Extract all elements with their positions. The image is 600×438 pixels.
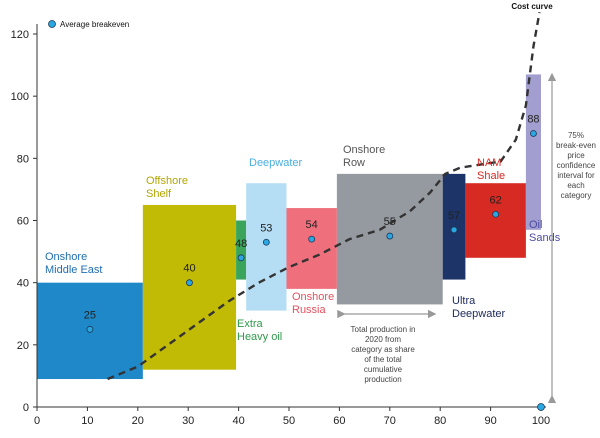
average-value-label: 55 xyxy=(384,216,396,228)
category-label: NAM xyxy=(477,157,501,169)
production-note-line: cumulative xyxy=(364,365,403,374)
x-tick-label: 90 xyxy=(484,415,496,427)
confidence-note-line: category xyxy=(561,191,592,200)
category-label: Oil xyxy=(529,219,542,231)
confidence-note-line: price xyxy=(567,151,585,160)
average-marker xyxy=(308,235,316,243)
y-tick-label: 120 xyxy=(11,29,29,41)
production-note-line: Total production in xyxy=(351,325,416,334)
confidence-note-line: break-even xyxy=(556,141,596,150)
x-tick-label: 70 xyxy=(384,415,396,427)
cost-curve: Cost curve xyxy=(107,2,553,381)
category-label: Middle East xyxy=(45,264,102,276)
confidence-note-line: interval for xyxy=(557,171,595,180)
bar-onshore-russia xyxy=(286,208,337,289)
category-label: Heavy oil xyxy=(237,331,282,343)
average-marker xyxy=(530,130,537,137)
bar-offshore-shelf xyxy=(142,204,237,370)
y-tick-label: 40 xyxy=(17,278,29,290)
category-label: Ultra xyxy=(452,295,476,307)
bar-oil-sands xyxy=(525,74,541,230)
x-tick-label: 40 xyxy=(232,415,244,427)
average-value-label: 88 xyxy=(527,113,539,125)
average-value-label: 40 xyxy=(183,263,195,275)
x-tick-label: 0 xyxy=(34,415,40,427)
category-label: Offshore xyxy=(146,175,188,187)
category-label: Onshore xyxy=(343,144,385,156)
category-label: Sands xyxy=(529,232,561,244)
legend-label: Average breakeven xyxy=(60,20,129,29)
average-marker xyxy=(262,238,270,246)
x-tick-label: 10 xyxy=(81,415,93,427)
y-tick-label: 100 xyxy=(11,91,29,103)
x-tick-label: 20 xyxy=(132,415,144,427)
y-tick-label: 0 xyxy=(23,402,29,414)
average-marker xyxy=(450,226,458,234)
confidence-note-line: 75% xyxy=(568,131,584,140)
category-label: Deepwater xyxy=(452,308,506,320)
x-tick-label: 80 xyxy=(434,415,446,427)
confidence-note-line: each xyxy=(567,181,584,190)
final-point-marker xyxy=(537,403,545,411)
average-marker xyxy=(86,325,94,333)
category-label: Russia xyxy=(292,304,327,316)
average-value-label: 62 xyxy=(490,194,502,206)
production-note-line: of the total xyxy=(364,355,402,364)
bar-extra-heavy-oil xyxy=(236,220,247,280)
production-note-line: category as share xyxy=(351,345,415,354)
y-tick-label: 20 xyxy=(17,340,29,352)
bar-deepwater xyxy=(246,183,287,311)
x-tick-label: 60 xyxy=(333,415,345,427)
category-bars xyxy=(37,74,541,380)
x-tick-label: 100 xyxy=(532,415,550,427)
category-label: Shale xyxy=(477,170,505,182)
category-label: Onshore xyxy=(292,291,334,303)
production-note-line: production xyxy=(364,375,401,384)
average-value-label: 54 xyxy=(306,219,318,231)
x-tick-label: 30 xyxy=(182,415,194,427)
average-marker xyxy=(186,279,193,287)
x-tick-label: 50 xyxy=(283,415,295,427)
category-label: Shelf xyxy=(146,188,172,200)
average-value-label: 25 xyxy=(84,309,96,321)
average-marker xyxy=(492,210,500,218)
category-label: Row xyxy=(343,157,365,169)
cost-curve-label: Cost curve xyxy=(511,2,553,11)
cost-curve-line xyxy=(107,12,541,381)
average-value-label: 53 xyxy=(260,222,272,234)
category-label: Extra xyxy=(237,318,264,330)
bar-nam-shale xyxy=(465,183,526,258)
category-label: Onshore xyxy=(45,251,87,263)
average-marker xyxy=(237,254,245,262)
average-value-label: 57 xyxy=(448,210,460,222)
y-tick-label: 80 xyxy=(17,153,29,165)
annotations: Average breakeven Total production in2020… xyxy=(48,20,596,404)
average-markers: 25 40 48 53 54 55 57 62 88 xyxy=(84,113,545,411)
average-marker xyxy=(386,232,394,240)
production-note-line: 2020 from xyxy=(365,335,401,344)
category-label: Deepwater xyxy=(249,157,303,169)
legend-marker xyxy=(48,20,56,28)
y-tick-label: 60 xyxy=(17,216,29,228)
axes: 0 10 20 30 40 50 60 70 80 90 100 0 20 40 60 80 100 120 xyxy=(11,24,550,427)
confidence-note-line: confidence xyxy=(557,161,596,170)
average-value-label: 48 xyxy=(235,238,247,250)
